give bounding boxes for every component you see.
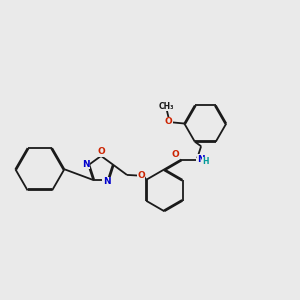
Text: N: N — [82, 160, 89, 169]
Text: H: H — [202, 157, 209, 166]
Text: O: O — [137, 171, 145, 180]
Text: N: N — [103, 177, 111, 186]
Text: O: O — [97, 147, 105, 156]
Text: N: N — [197, 155, 205, 164]
Text: O: O — [171, 150, 179, 159]
Text: CH₃: CH₃ — [159, 101, 174, 110]
Text: O: O — [164, 117, 172, 126]
